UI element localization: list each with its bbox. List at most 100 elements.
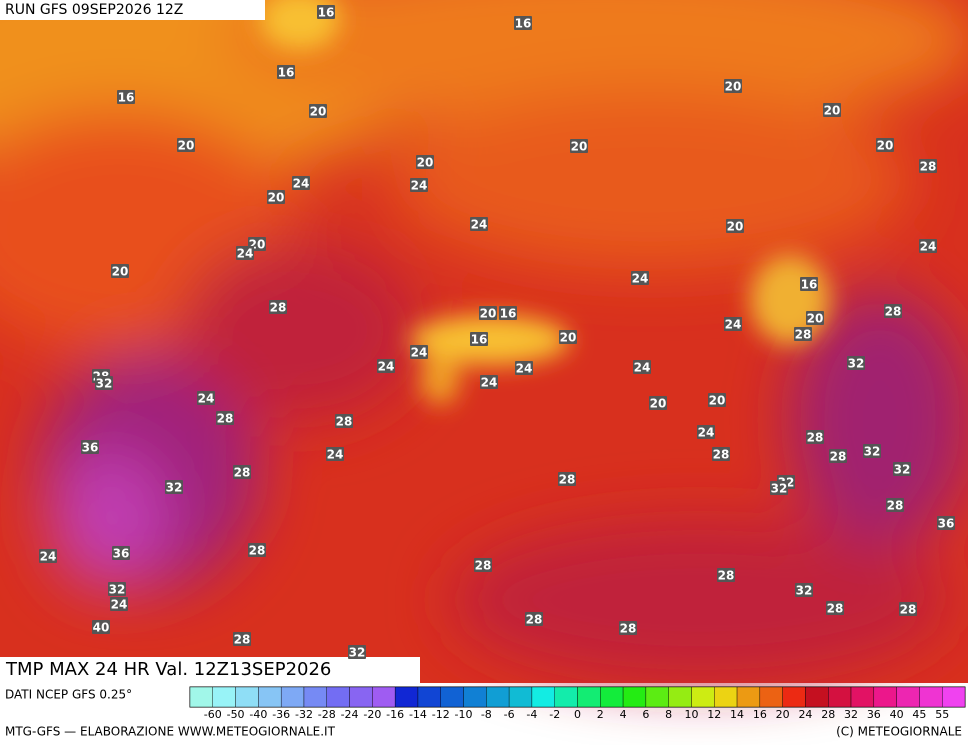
label-box [197, 391, 215, 405]
scale-label: 40 [890, 708, 904, 721]
scale-label: -28 [318, 708, 336, 721]
colorbar-swatch [577, 686, 601, 708]
temperature-label: 28 [249, 544, 266, 558]
colorbar-swatch [736, 686, 761, 708]
temperature-label: 24 [378, 360, 395, 374]
temperature-label: 16 [801, 278, 818, 292]
label-box [794, 327, 812, 341]
scale-label: -16 [386, 708, 404, 721]
colorbar-swatch [850, 686, 875, 708]
label-box [633, 360, 651, 374]
scale-label: -10 [455, 708, 473, 721]
label-box [899, 602, 917, 616]
label-box [514, 16, 532, 30]
colorbar-swatch [189, 686, 213, 708]
label-box [233, 465, 251, 479]
temperature-label: 28 [920, 160, 937, 174]
product-title: TMP MAX 24 HR Val. 12Z13SEP2026 [5, 659, 331, 680]
scale-label: 45 [912, 708, 926, 721]
label-box [110, 597, 128, 611]
credit: MTG-GFS — ELABORAZIONE WWW.METEOGIORNALE… [5, 725, 336, 739]
temperature-label: 24 [237, 247, 254, 261]
colorbar-swatch [896, 686, 920, 708]
product-box [0, 657, 420, 683]
label-box [470, 332, 488, 346]
label-box [847, 356, 865, 370]
temperature-label: 28 [475, 559, 492, 573]
label-box [112, 546, 130, 560]
temperature-label: 24 [411, 179, 428, 193]
label-box [216, 411, 234, 425]
colorbar-swatch [394, 686, 419, 708]
label-box [348, 645, 366, 659]
label-box [410, 178, 428, 192]
colorbar-swatch [714, 686, 738, 708]
label-box [292, 176, 310, 190]
temperature-label: 32 [109, 583, 126, 597]
temperature-label: 32 [96, 377, 113, 391]
temperature-label: 24 [725, 318, 742, 332]
temperature-label: 32 [894, 463, 911, 477]
colorbar-swatch [600, 686, 624, 708]
label-box [95, 376, 113, 390]
label-box [697, 425, 715, 439]
label-box [165, 480, 183, 494]
label-box [377, 359, 395, 373]
temperature-label: 32 [771, 482, 788, 496]
temperature-label: 28 [620, 622, 637, 636]
colorbar-swatch [622, 686, 647, 708]
temperature-label: 32 [349, 646, 366, 660]
colorbar-swatch [645, 686, 669, 708]
scale-label: 4 [620, 708, 627, 721]
label-box [479, 306, 497, 320]
label-box [177, 138, 195, 152]
scale-label: -4 [526, 708, 537, 721]
scale-label: -32 [295, 708, 313, 721]
temperature-label: 32 [848, 357, 865, 371]
scale-label: 36 [867, 708, 881, 721]
temperature-label: 24 [632, 272, 649, 286]
label-box [876, 138, 894, 152]
scale-label: -36 [272, 708, 290, 721]
scale-label: -12 [432, 708, 450, 721]
temperature-label: 36 [82, 441, 99, 455]
label-box [525, 612, 543, 626]
colorbar-swatch [828, 686, 852, 708]
scale-label: 6 [642, 708, 649, 721]
scale-label: -20 [363, 708, 381, 721]
label-box [474, 558, 492, 572]
temperature-label: 32 [166, 481, 183, 495]
scale-label: 55 [935, 708, 949, 721]
temperature-label: 24 [516, 362, 533, 376]
label-box [806, 430, 824, 444]
temperature-label: 20 [178, 139, 195, 153]
label-box [919, 239, 937, 253]
scale-label: 0 [574, 708, 581, 721]
label-box [499, 306, 517, 320]
temperature-label: 16 [515, 17, 532, 31]
label-box [619, 621, 637, 635]
temperature-label: 28 [336, 415, 353, 429]
temperature-label: 32 [796, 584, 813, 598]
label-box [317, 5, 335, 19]
temperature-label: 20 [268, 191, 285, 205]
label-box [267, 190, 285, 204]
temperature-label: 20 [709, 394, 726, 408]
scale-label: 32 [844, 708, 858, 721]
temperature-label: 28 [885, 305, 902, 319]
label-box [649, 396, 667, 410]
temperature-label: 24 [293, 177, 310, 191]
temperature-label: 16 [118, 91, 135, 105]
colorbar-swatch [691, 686, 715, 708]
scale-label: 14 [730, 708, 744, 721]
label-box [770, 481, 788, 495]
scale-label: -6 [504, 708, 515, 721]
copyright: (C) METEOGIORNALE [836, 725, 962, 739]
colorbar-swatch [554, 686, 578, 708]
label-box [410, 345, 428, 359]
colorbar-swatch [235, 686, 259, 708]
run-title: RUN GFS 09SEP2026 12Z [5, 2, 183, 18]
label-box [558, 472, 576, 486]
temperature-label: 20 [725, 80, 742, 94]
